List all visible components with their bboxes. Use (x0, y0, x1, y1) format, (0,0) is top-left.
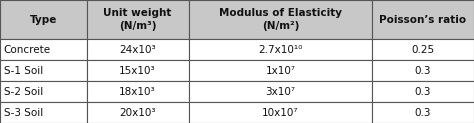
Text: 20x10³: 20x10³ (119, 108, 156, 118)
Bar (372, 81, 474, 102)
Text: S-1 Soil: S-1 Soil (4, 66, 43, 76)
Text: Poisson’s ratio: Poisson’s ratio (380, 15, 466, 25)
Text: S-2 Soil: S-2 Soil (4, 87, 43, 97)
Text: S-3 Soil: S-3 Soil (4, 108, 43, 118)
Text: Unit weight
(N/m³): Unit weight (N/m³) (103, 8, 172, 31)
Bar (0, 39, 87, 60)
Bar (189, 102, 372, 123)
Text: Type: Type (30, 15, 57, 25)
Bar (87, 102, 189, 123)
Text: 10x10⁷: 10x10⁷ (262, 108, 299, 118)
Bar (372, 0, 474, 39)
Bar (87, 0, 189, 39)
Text: Modulus of Elasticity
(N/m²): Modulus of Elasticity (N/m²) (219, 8, 342, 31)
Text: 0.3: 0.3 (415, 66, 431, 76)
Bar (189, 60, 372, 81)
Bar (0, 60, 87, 81)
Bar (87, 39, 189, 60)
Bar (189, 81, 372, 102)
Text: Concrete: Concrete (4, 45, 51, 55)
Bar (0, 102, 87, 123)
Text: 3x10⁷: 3x10⁷ (265, 87, 295, 97)
Text: 1x10⁷: 1x10⁷ (265, 66, 295, 76)
Bar (0, 0, 87, 39)
Bar (372, 39, 474, 60)
Text: 18x10³: 18x10³ (119, 87, 156, 97)
Bar (189, 39, 372, 60)
Bar (87, 81, 189, 102)
Text: 24x10³: 24x10³ (119, 45, 156, 55)
Text: 0.25: 0.25 (411, 45, 435, 55)
Text: 2.7x10¹⁰: 2.7x10¹⁰ (258, 45, 302, 55)
Bar (87, 60, 189, 81)
Text: 15x10³: 15x10³ (119, 66, 156, 76)
Bar (0, 81, 87, 102)
Bar (189, 0, 372, 39)
Text: 0.3: 0.3 (415, 87, 431, 97)
Bar (372, 102, 474, 123)
Text: 0.3: 0.3 (415, 108, 431, 118)
Bar (372, 60, 474, 81)
